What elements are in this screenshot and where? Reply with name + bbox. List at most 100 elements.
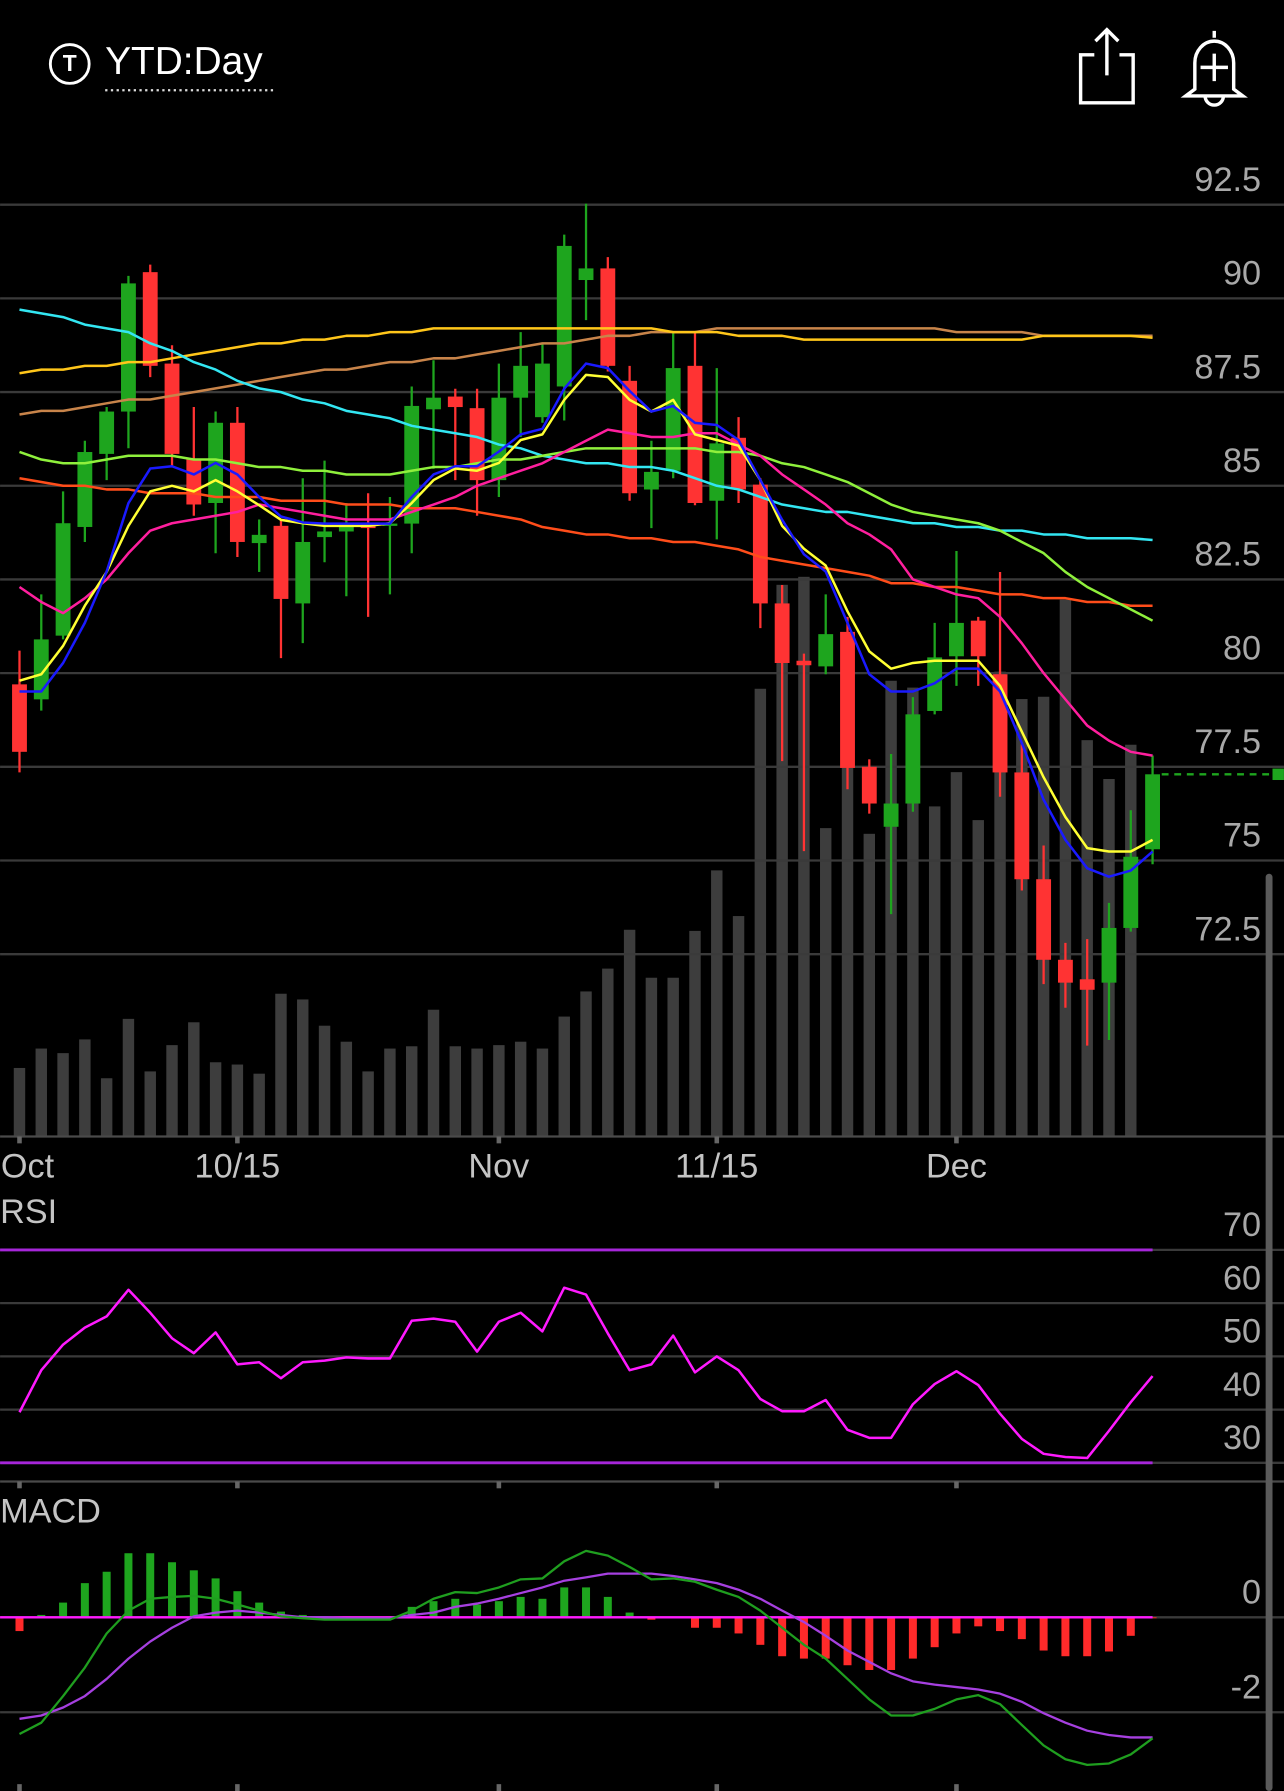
volume-bar — [231, 1064, 244, 1137]
volume-bar — [449, 1046, 462, 1137]
y-tick-label: 80 — [1223, 629, 1261, 667]
y-tick-label: 60 — [1223, 1259, 1261, 1297]
header: T YTD:Day — [48, 27, 1248, 107]
signal-line — [19, 1572, 1153, 1739]
histogram-bar — [168, 1562, 177, 1618]
histogram-bar — [1126, 1617, 1135, 1636]
volume-bar — [13, 1067, 26, 1137]
volume-bar — [754, 688, 767, 1137]
histogram-bar — [734, 1617, 743, 1634]
volume-bar — [35, 1048, 47, 1137]
histogram-bar — [778, 1617, 787, 1657]
candle-body — [535, 363, 550, 418]
share-box — [1078, 53, 1135, 105]
moving-average-line — [19, 477, 1153, 607]
volume-bar — [166, 1045, 178, 1137]
panel-label: RSI — [0, 1193, 57, 1231]
moving-average-line — [19, 327, 1153, 375]
histogram-bar — [1017, 1617, 1026, 1640]
moving-average-line — [19, 362, 1154, 878]
share-arrow — [1094, 27, 1120, 76]
y-tick-label: 70 — [1223, 1206, 1261, 1244]
histogram-bar — [538, 1598, 547, 1618]
volume-bar — [820, 828, 832, 1137]
candle-body — [55, 523, 71, 636]
bell — [1180, 30, 1248, 107]
volume-bar — [340, 1041, 353, 1137]
volume-bar — [384, 1048, 396, 1137]
icon-circle — [48, 43, 91, 85]
candle-body — [949, 622, 964, 657]
candle-body — [774, 603, 790, 664]
x-tick-label: Dec — [926, 1148, 987, 1186]
volume-bar — [558, 1016, 570, 1137]
range-button[interactable]: T YTD:Day — [48, 40, 275, 92]
histogram-bar — [908, 1617, 917, 1659]
volume-bar — [863, 833, 876, 1137]
volume-bar — [427, 1009, 440, 1137]
candle-body — [1079, 979, 1095, 990]
volume-bar — [972, 820, 984, 1137]
candle-body — [665, 368, 681, 471]
moving-average-line — [18, 428, 1153, 757]
volume-bar — [689, 930, 701, 1137]
volume-bar — [841, 742, 854, 1137]
candle-body — [338, 523, 354, 532]
volume-bar — [405, 1046, 418, 1137]
volume-bar — [1059, 599, 1072, 1137]
histogram-bar — [124, 1553, 133, 1618]
volume-bar — [667, 977, 679, 1137]
candle-body — [513, 365, 529, 398]
candle-body — [447, 396, 463, 408]
candle-body — [33, 639, 49, 700]
histogram-bar — [930, 1617, 939, 1648]
histogram-bar — [1083, 1617, 1092, 1657]
candle-body — [251, 534, 267, 544]
candle-body — [99, 411, 115, 454]
histogram-bar — [473, 1604, 482, 1618]
last-price-marker — [1272, 768, 1284, 781]
volume-bar — [798, 576, 810, 1137]
histogram-bar — [647, 1617, 656, 1620]
panel-label: MACD — [0, 1492, 101, 1530]
volume-bar — [275, 993, 287, 1137]
histogram-bar — [59, 1602, 68, 1618]
y-tick-label: 92.5 — [1194, 161, 1261, 199]
volume-bar — [57, 1053, 69, 1137]
histogram-bar — [603, 1596, 612, 1618]
candle-body — [622, 380, 638, 494]
x-tick-label: Nov — [468, 1148, 530, 1186]
x-tick-label: Oct — [1, 1148, 55, 1186]
candle-body — [317, 531, 332, 538]
volume-bar — [1081, 740, 1093, 1137]
volume-bar — [711, 870, 723, 1137]
volume-bar — [79, 1039, 91, 1137]
histogram-bar — [189, 1570, 198, 1618]
moving-average-line — [19, 373, 1154, 853]
candle-body — [883, 803, 899, 827]
histogram-bar — [1061, 1617, 1070, 1657]
candle-body — [186, 459, 202, 505]
candle-body — [142, 272, 158, 366]
histogram-bar — [843, 1617, 852, 1666]
histogram-bar — [560, 1587, 569, 1618]
histogram-bar — [690, 1617, 699, 1628]
volume-bar — [209, 1062, 222, 1137]
moving-average-line — [19, 447, 1154, 622]
candle-body — [600, 268, 616, 366]
icon-letter: T — [63, 50, 77, 76]
histogram-bar — [887, 1617, 896, 1670]
y-tick-label: 77.5 — [1194, 723, 1261, 761]
scrollbar[interactable] — [1265, 873, 1273, 1791]
alert-button[interactable] — [1180, 30, 1248, 107]
share-button[interactable] — [1078, 27, 1135, 105]
volume-bar — [732, 916, 745, 1137]
histogram-bar — [799, 1617, 808, 1659]
volume-bar — [602, 968, 614, 1137]
volume-bar — [471, 1048, 483, 1137]
volume-bar — [536, 1048, 549, 1137]
indicator-line — [18, 1286, 1154, 1460]
candle-body — [818, 634, 834, 667]
histogram-bar — [102, 1571, 111, 1618]
